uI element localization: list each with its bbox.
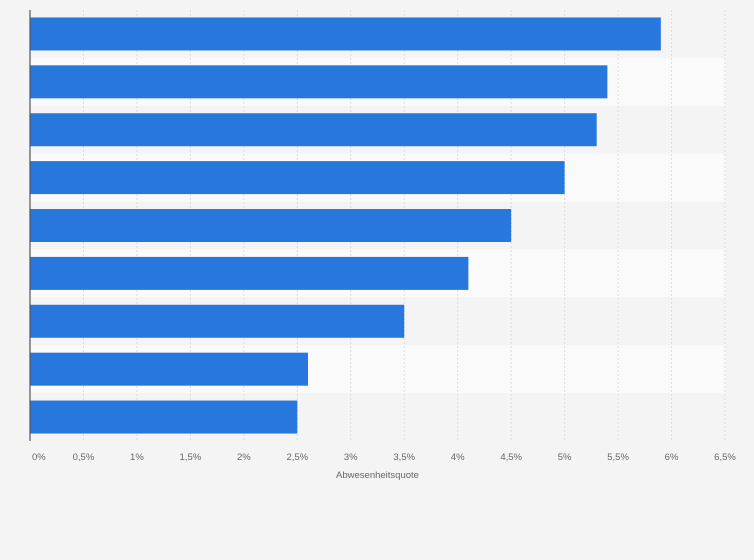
bar bbox=[30, 256, 469, 290]
x-tick-label: 3,5% bbox=[393, 452, 415, 463]
x-tick-label: 0% bbox=[32, 452, 46, 463]
bars bbox=[30, 17, 661, 434]
bar bbox=[30, 209, 512, 242]
bar bbox=[30, 65, 608, 99]
x-tick-label: 0,5% bbox=[73, 452, 95, 463]
x-tick-labels: 0% 0,5% 1% 1,5% 2% 2,5% 3% 3,5% 4% 4,5% 5% 5,5% 6% 6,… bbox=[32, 452, 736, 463]
x-tick-label: 2% bbox=[237, 452, 251, 463]
bar bbox=[30, 304, 405, 338]
x-tick-label: 1,5% bbox=[180, 452, 202, 463]
x-tick-label: 6% bbox=[665, 452, 679, 463]
bar bbox=[30, 352, 308, 386]
x-tick-label: 4% bbox=[451, 452, 465, 463]
x-tick-label: 5,5% bbox=[607, 452, 629, 463]
x-tick-label: 3% bbox=[344, 452, 358, 463]
bar bbox=[30, 17, 661, 51]
x-tick-label: 2,5% bbox=[286, 452, 308, 463]
x-axis-title: Abwesenheitsquote bbox=[336, 470, 419, 481]
x-tick-label: 5% bbox=[558, 452, 572, 463]
bar bbox=[30, 400, 298, 434]
x-tick-label: 4,5% bbox=[500, 452, 522, 463]
bar bbox=[30, 113, 597, 147]
x-tick-label: 6,5% bbox=[714, 452, 736, 463]
x-tick-label: 1% bbox=[130, 452, 144, 463]
bar bbox=[30, 161, 565, 195]
